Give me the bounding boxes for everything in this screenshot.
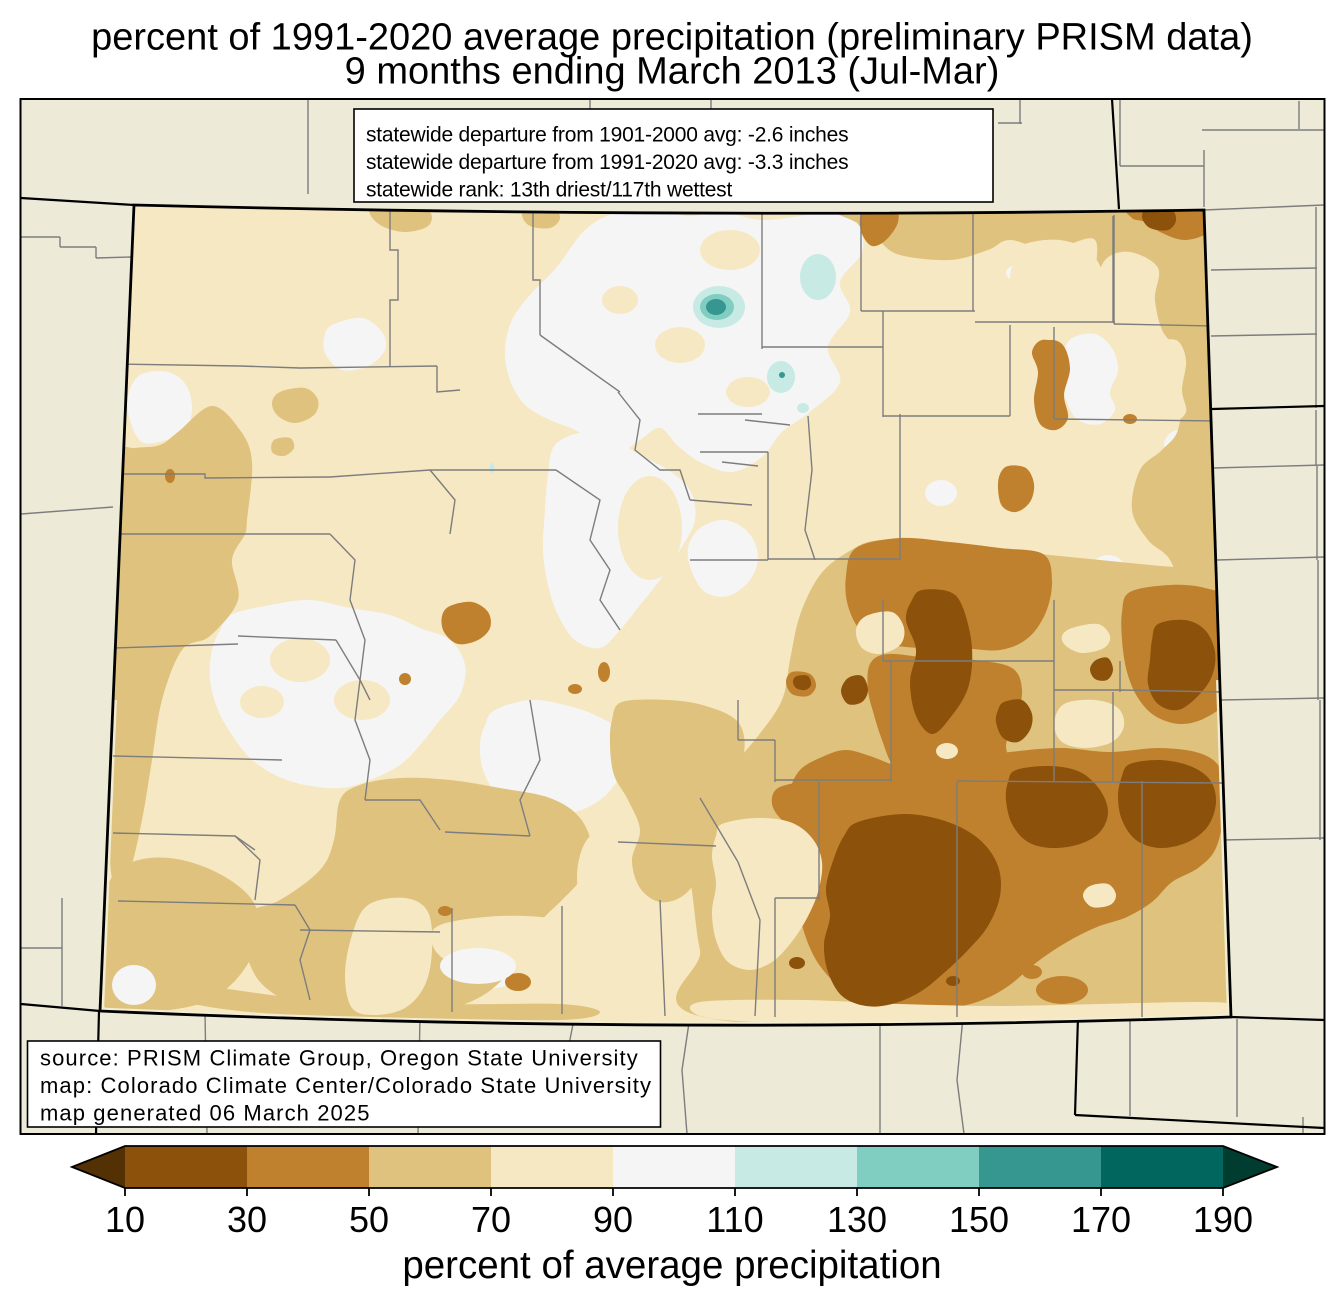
svg-text:170: 170 — [1071, 1199, 1131, 1240]
svg-text:source: PRISM Climate Group, O: source: PRISM Climate Group, Oregon Stat… — [40, 1046, 639, 1071]
svg-text:10: 10 — [105, 1199, 145, 1240]
svg-text:percent of 1991-2020 average p: percent of 1991-2020 average precipitati… — [91, 17, 1253, 59]
svg-text:statewide rank: 13th driest/11: statewide rank: 13th driest/117th wettes… — [366, 178, 732, 201]
svg-text:130: 130 — [827, 1199, 887, 1240]
svg-text:percent of average precipitati: percent of average precipitation — [402, 1244, 941, 1287]
svg-text:map: Colorado Climate Center/C: map: Colorado Climate Center/Colorado St… — [40, 1073, 652, 1098]
svg-text:30: 30 — [227, 1199, 267, 1240]
svg-text:map generated 06 March 2025: map generated 06 March 2025 — [40, 1101, 371, 1126]
svg-text:50: 50 — [349, 1199, 389, 1240]
svg-text:110: 110 — [706, 1199, 763, 1240]
svg-text:statewide departure from 1991-: statewide departure from 1991-2020 avg: … — [366, 151, 848, 174]
svg-text:70: 70 — [471, 1199, 511, 1240]
svg-text:150: 150 — [949, 1199, 1009, 1240]
svg-text:90: 90 — [593, 1199, 633, 1240]
svg-text:9 months ending March 2013 (Ju: 9 months ending March 2013 (Jul-Mar) — [345, 51, 1000, 93]
svg-text:statewide departure from 1901-: statewide departure from 1901-2000 avg: … — [366, 123, 848, 146]
svg-text:190: 190 — [1193, 1199, 1253, 1240]
